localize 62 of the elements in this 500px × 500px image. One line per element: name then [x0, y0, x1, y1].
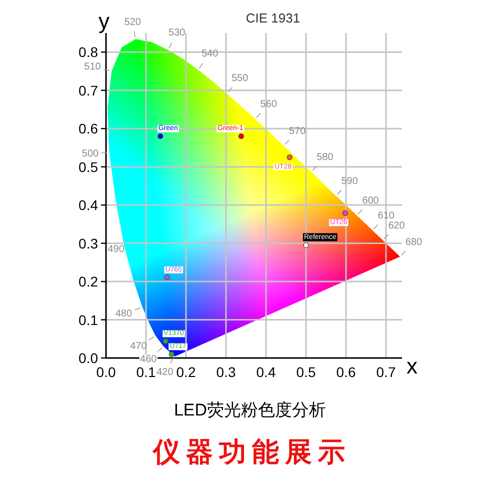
- x-tick-label: 0.7: [376, 364, 396, 380]
- annotation: 490: [108, 244, 124, 255]
- text: LED荧光粉色度分析: [174, 400, 326, 420]
- point: [303, 242, 309, 248]
- annotation: 600: [358, 196, 379, 214]
- x-tick-label: 0.5: [296, 364, 316, 380]
- annotation: 590: [336, 176, 358, 195]
- annotation: 540: [198, 48, 218, 69]
- annotation: 480: [115, 307, 141, 320]
- annotation: 620: [388, 220, 406, 232]
- y-tick-label: 0.3: [78, 235, 98, 252]
- annotation: 540: [201, 48, 219, 60]
- y-tick-label: 0.1: [78, 312, 98, 328]
- chart-title: CIE 1931: [246, 10, 300, 26]
- annotation: 480: [115, 308, 133, 320]
- y-tick-label: 0.5: [78, 158, 98, 175]
- annotation: 680: [400, 236, 422, 256]
- annotation: 580: [312, 152, 334, 171]
- point: [168, 351, 174, 357]
- annotation: 530: [168, 28, 186, 48]
- point: [238, 133, 244, 140]
- annotation: 510: [84, 61, 102, 72]
- x-axis-title: x: [406, 354, 418, 378]
- annotation: 520: [124, 16, 142, 28]
- annotation: 550: [228, 73, 248, 92]
- point: [342, 210, 348, 216]
- annotation: 570: [289, 126, 306, 137]
- annotation: 620: [384, 220, 405, 240]
- y-tick-label: 0.4: [78, 197, 98, 214]
- x-tick-label: 0.2: [176, 364, 196, 380]
- x-tick-label: 0.4: [256, 364, 276, 380]
- y-tick-label: 0.7: [78, 82, 98, 98]
- annotation: 600: [362, 196, 380, 207]
- point: [158, 133, 164, 140]
- annotation: 510: [84, 61, 110, 72]
- annotation: 590: [341, 176, 358, 187]
- y-tick-label: 0.6: [78, 120, 98, 137]
- annotation: 580: [316, 152, 334, 163]
- y-tick-label: 0.8: [78, 44, 98, 60]
- y-axis-title: y: [98, 8, 110, 34]
- x-tick-label: 0.3: [216, 364, 236, 380]
- x-tick-label: 0.1: [136, 364, 156, 380]
- annotation: 500: [82, 148, 100, 160]
- x-tick-label: 0.0: [96, 364, 116, 380]
- x-tick-label: 0.6: [336, 364, 356, 380]
- point: [162, 338, 168, 344]
- annotation: 520: [124, 16, 141, 38]
- annotation: 610: [378, 210, 395, 222]
- annotation: 570: [284, 126, 306, 145]
- annotation: 560: [256, 98, 277, 118]
- point: [164, 274, 170, 280]
- annotation: 500: [82, 148, 108, 160]
- annotation: 420: [156, 367, 174, 378]
- annotation: 530: [168, 28, 186, 39]
- point: [286, 154, 292, 160]
- annotation: 460: [140, 354, 158, 366]
- text: 仪器功能展示: [152, 437, 351, 467]
- annotation: 550: [231, 73, 249, 84]
- y-tick-label: 0.0: [78, 350, 98, 366]
- annotation: 560: [260, 98, 278, 110]
- annotation: 680: [405, 236, 423, 248]
- y-tick-label: 0.2: [78, 274, 98, 290]
